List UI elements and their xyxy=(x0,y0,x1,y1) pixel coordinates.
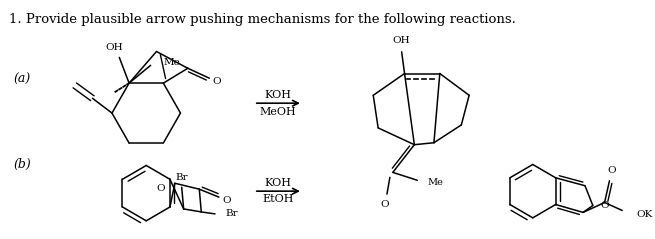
Text: Me: Me xyxy=(163,58,180,67)
Text: KOH: KOH xyxy=(265,178,292,188)
Text: MeOH: MeOH xyxy=(260,107,297,117)
Text: Me: Me xyxy=(427,178,443,187)
Text: 1. Provide plausible arrow pushing mechanisms for the following reactions.: 1. Provide plausible arrow pushing mecha… xyxy=(9,13,516,26)
Text: O: O xyxy=(213,77,221,86)
Text: (a): (a) xyxy=(13,73,30,86)
Text: OK: OK xyxy=(636,210,652,219)
Text: O: O xyxy=(157,184,165,193)
Text: O: O xyxy=(223,196,231,205)
Text: OH: OH xyxy=(105,43,123,52)
Text: (b): (b) xyxy=(13,158,31,171)
Text: O: O xyxy=(601,201,609,210)
Text: Br: Br xyxy=(226,209,238,218)
Text: EtOH: EtOH xyxy=(263,194,294,204)
Text: O: O xyxy=(607,166,616,175)
Text: KOH: KOH xyxy=(265,90,292,100)
Text: Br: Br xyxy=(176,173,188,182)
Text: O: O xyxy=(381,200,389,208)
Text: OH: OH xyxy=(393,36,411,45)
